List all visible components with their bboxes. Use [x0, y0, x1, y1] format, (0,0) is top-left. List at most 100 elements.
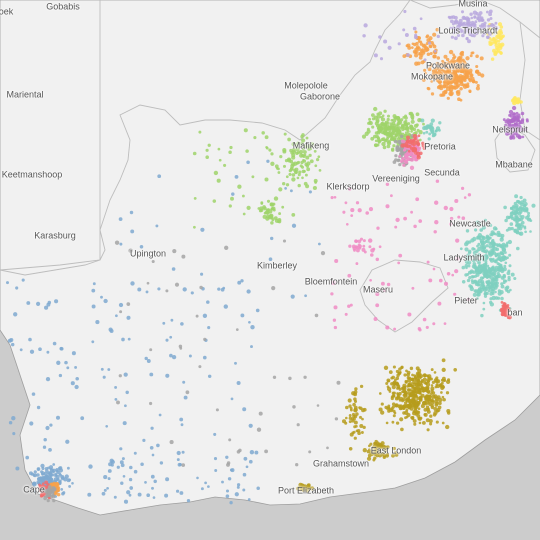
data-point-blue: [39, 477, 44, 482]
data-point-yellow: [497, 39, 501, 43]
data-point-olive: [359, 424, 364, 428]
data-point-orange: [437, 67, 442, 71]
data-point-green: [313, 149, 317, 153]
data-point-red: [500, 300, 504, 304]
data-point-teal: [488, 245, 493, 249]
data-point-teal: [486, 264, 490, 268]
data-point-blue: [236, 485, 240, 489]
data-point-green: [386, 132, 391, 137]
data-point-gray: [400, 151, 404, 154]
data-point-green: [305, 136, 309, 140]
data-point-pink: [349, 303, 353, 307]
data-point-green: [277, 171, 281, 174]
data-point-lavender: [378, 35, 382, 39]
data-point-orange: [460, 64, 464, 68]
data-point-blue: [246, 289, 251, 294]
data-point-lavender: [403, 9, 407, 14]
data-point-olive: [359, 384, 364, 389]
data-point-blue: [229, 501, 233, 505]
data-point-blue: [190, 291, 194, 295]
data-point-pink: [448, 222, 453, 226]
data-point-pink: [385, 182, 390, 187]
data-point-gray: [181, 463, 186, 467]
data-point-teal: [472, 270, 476, 274]
data-point-orange: [459, 98, 463, 102]
data-point-gray: [334, 417, 339, 421]
data-point-blue: [230, 397, 234, 401]
data-point-green: [317, 155, 321, 159]
data-point-blue: [71, 351, 76, 356]
data-point-blue: [266, 159, 270, 163]
data-point-blue: [202, 355, 207, 360]
data-point-blue: [55, 415, 61, 420]
data-point-olive: [390, 376, 394, 380]
data-point-green: [374, 131, 379, 135]
data-point-blue: [171, 354, 177, 360]
data-point-blue: [133, 469, 138, 474]
data-point-yellow: [495, 46, 499, 50]
data-point-blue: [225, 455, 229, 459]
data-point-blue: [38, 347, 42, 352]
data-point-olive: [405, 408, 409, 412]
data-point-teal: [502, 281, 506, 285]
data-point-olive: [399, 417, 404, 422]
data-point-olive: [349, 432, 354, 437]
data-point-blue: [227, 477, 232, 481]
data-point-teal: [515, 199, 520, 204]
data-point-olive: [362, 425, 366, 430]
data-point-lavender: [468, 32, 473, 37]
data-point-green: [265, 145, 268, 149]
data-point-blue: [213, 457, 218, 461]
data-point-olive: [413, 389, 417, 393]
data-point-green: [261, 131, 265, 135]
data-point-orange: [424, 46, 429, 51]
data-point-olive: [417, 378, 420, 382]
data-point-olive: [407, 398, 411, 402]
data-point-teal: [480, 313, 484, 318]
data-point-teal: [476, 235, 481, 240]
data-point-blue: [236, 381, 241, 385]
data-point-orange: [426, 52, 431, 57]
data-point-lavender: [449, 26, 453, 30]
data-point-teal: [505, 215, 510, 220]
data-point-gray: [399, 134, 404, 139]
data-point-olive: [401, 399, 405, 403]
data-point-lavender: [427, 41, 432, 45]
data-point-red: [421, 143, 426, 148]
data-point-blue: [44, 475, 47, 479]
data-point-pink: [405, 157, 409, 162]
data-point-green: [301, 148, 305, 151]
data-point-teal: [484, 259, 488, 263]
data-point-blue: [114, 397, 118, 401]
data-point-blue: [270, 236, 274, 241]
data-point-olive: [423, 407, 428, 412]
data-point-lavender: [454, 36, 458, 41]
data-point-purple: [524, 128, 528, 132]
data-point-teal: [505, 285, 510, 290]
data-point-blue: [49, 423, 53, 427]
data-point-blue: [47, 300, 52, 305]
data-point-olive: [375, 453, 379, 458]
data-point-blue: [225, 489, 230, 493]
data-point-olive: [386, 406, 391, 411]
data-point-gray: [224, 245, 229, 250]
data-point-lavender: [465, 37, 469, 41]
data-point-green: [296, 160, 301, 165]
data-point-olive: [368, 448, 371, 452]
data-point-teal: [507, 239, 513, 245]
data-point-blue: [101, 491, 106, 496]
data-point-olive: [406, 404, 410, 407]
data-point-pink: [426, 260, 430, 264]
data-point-lavender: [453, 15, 458, 20]
data-point-green: [295, 147, 300, 152]
data-point-orange: [432, 54, 437, 59]
data-point-olive: [296, 486, 301, 491]
data-point-blue: [52, 463, 56, 466]
data-point-orange: [443, 89, 448, 94]
data-point-orange: [448, 91, 453, 96]
data-point-pink: [347, 273, 352, 278]
data-point-blue: [105, 424, 109, 428]
place-label-ladysmith: Ladysmith: [443, 252, 485, 263]
